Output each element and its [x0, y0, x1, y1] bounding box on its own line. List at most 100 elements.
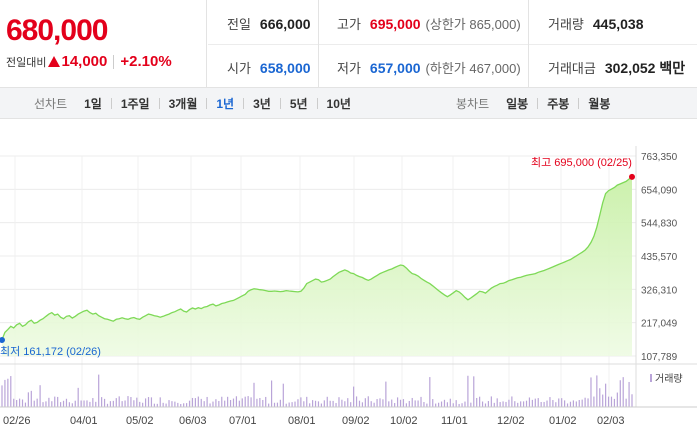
y-tick-label: 654,090 [641, 185, 678, 196]
divider [208, 44, 697, 45]
tab-candle-2[interactable]: 월봉 [588, 97, 611, 111]
volume-bar [153, 403, 155, 407]
stat-value: 657,000 [369, 60, 421, 76]
volume-bar [344, 401, 346, 407]
volume-bar [306, 396, 308, 407]
tab-line-0[interactable]: 1일 [84, 97, 102, 111]
tab-line-1[interactable]: 1주일 [120, 97, 150, 111]
volume-bar [616, 392, 618, 407]
tab-line-3[interactable]: 1년 [216, 97, 235, 111]
volume-bar [517, 402, 519, 407]
volume-bar [291, 402, 293, 407]
volume-bar [297, 399, 299, 407]
divider [318, 0, 319, 88]
upper-limit: (상한가 865,000) [425, 17, 521, 32]
volume-bar [115, 398, 117, 407]
volume-bar [180, 403, 182, 407]
volume-bar [543, 401, 545, 407]
volume-bar [150, 397, 153, 407]
volume-bar [599, 388, 601, 407]
volume-bar [130, 397, 132, 407]
change-amount: 14,000 [61, 53, 108, 70]
volume-bar [209, 403, 211, 407]
volume-bar [77, 387, 79, 407]
volume-bar [566, 403, 569, 407]
volume-bar [499, 402, 501, 407]
volume-bar [45, 401, 47, 407]
up-arrow-icon [48, 56, 61, 67]
volume-bar [388, 401, 390, 407]
stat-label: 시가 [227, 61, 251, 76]
stat-value: 695,000 [369, 16, 421, 32]
volume-bar [229, 400, 232, 407]
tab-divider [243, 98, 245, 109]
volume-bar [144, 398, 147, 407]
volume-bar [309, 403, 311, 407]
volume-bar [142, 402, 144, 407]
price-chart: 763,350 654,090 544,830 435,570 326,310 217,0… [0, 120, 697, 433]
volume-bar [382, 399, 384, 407]
volume-bar [572, 400, 574, 407]
volume-bar [215, 399, 217, 407]
volume-bar [549, 397, 551, 407]
volume-bar [391, 399, 393, 407]
tab-line-2[interactable]: 3개월 [168, 97, 198, 111]
volume-bar [537, 398, 539, 407]
volume-bar [253, 382, 255, 407]
volume-bar [490, 396, 492, 407]
volume-bar [95, 401, 97, 407]
volume-bar [575, 401, 577, 407]
quote-summary: 680,000 전일대비 14,000 +2.10% 전일 666,000 고가… [0, 0, 697, 88]
stat-label: 거래량 [548, 17, 584, 32]
volume-bar [353, 386, 355, 407]
volume-bar [247, 396, 249, 407]
volume-bar [470, 402, 472, 407]
volume-bar [355, 396, 358, 407]
volume-bar [89, 401, 91, 407]
tab-candle-1[interactable]: 주봉 [547, 97, 570, 111]
x-tick-label: 06/03 [179, 415, 207, 427]
volume-bar [250, 397, 252, 407]
volume-bar [452, 403, 454, 407]
volume-bar [432, 399, 434, 407]
volume-bar [174, 401, 176, 407]
x-tick-label: 05/02 [126, 415, 154, 427]
volume-bar [590, 377, 592, 407]
volume-bar [587, 398, 589, 407]
volume-bar [71, 403, 73, 407]
volume-bar [625, 398, 627, 407]
volume-bar [487, 401, 490, 407]
tab-line-6[interactable]: 10년 [326, 97, 351, 111]
volume-bar [168, 400, 170, 407]
volume-bar [7, 378, 9, 407]
volume-bar [414, 400, 416, 407]
price-area [2, 176, 632, 356]
volume-bar [203, 401, 205, 407]
volume-bar [443, 399, 446, 407]
candle-chart-tabs: 봉차트 일봉 주봉 월봉 [456, 88, 612, 119]
volume-bar [613, 398, 616, 407]
x-tick-label: 04/01 [70, 415, 98, 427]
stat-label: 저가 [337, 61, 361, 76]
volume-bar [628, 381, 630, 407]
min-marker [0, 337, 5, 343]
volume-bar [188, 400, 191, 407]
volume-bar [92, 398, 94, 407]
volume-bar [279, 399, 281, 407]
tab-line-5[interactable]: 5년 [289, 97, 308, 111]
volume-bar [10, 376, 12, 407]
volume-bar [60, 402, 62, 407]
volume-bar [493, 402, 495, 407]
volume-bar [285, 403, 287, 407]
y-tick-label: 326,310 [641, 285, 678, 296]
volume-bar [458, 403, 460, 407]
volume-bar [39, 385, 41, 407]
volume-bar [238, 400, 240, 407]
volume-bar [540, 401, 542, 407]
volume-bar [177, 402, 179, 407]
volume-bar [558, 398, 560, 407]
tab-candle-0[interactable]: 일봉 [506, 97, 529, 111]
tab-line-4[interactable]: 3년 [253, 97, 271, 111]
volume-bar [256, 398, 258, 407]
volume-bar [244, 396, 246, 407]
